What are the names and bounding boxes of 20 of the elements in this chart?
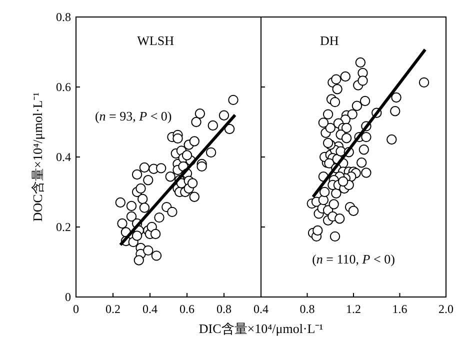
y-axis-title: DOC含量×10⁴/μmol·L⁻¹ (30, 92, 45, 222)
x-tick-label: 0.2 (106, 302, 120, 316)
x-tick-label: 0.8 (216, 302, 232, 316)
y-tick-label: 0.2 (56, 220, 71, 234)
y-tick-label: 0 (65, 290, 71, 304)
x-axis-title: DIC含量×10⁴/μmol·L⁻¹ (198, 321, 324, 336)
x-tick-label: 2.0 (438, 302, 454, 316)
text: DH (320, 33, 339, 48)
x-tick-label: 1.2 (346, 302, 361, 316)
text: WLSH (137, 33, 174, 48)
y-tick-label: 0.8 (56, 10, 71, 24)
annotation: (n = 110, P < 0) (312, 251, 395, 266)
x-tick-label: 0.4 (142, 302, 158, 316)
x-tick-label: 0.4 (254, 302, 268, 316)
annotation: (n = 93, P < 0) (94, 108, 172, 124)
x-tick-label: 0.8 (300, 302, 315, 316)
y-tick-label: 0.6 (56, 80, 71, 94)
x-tick-label: 0.6 (180, 302, 194, 316)
x-tick-label: 1.6 (392, 302, 408, 316)
y-tick-label: 0.4 (56, 150, 71, 164)
